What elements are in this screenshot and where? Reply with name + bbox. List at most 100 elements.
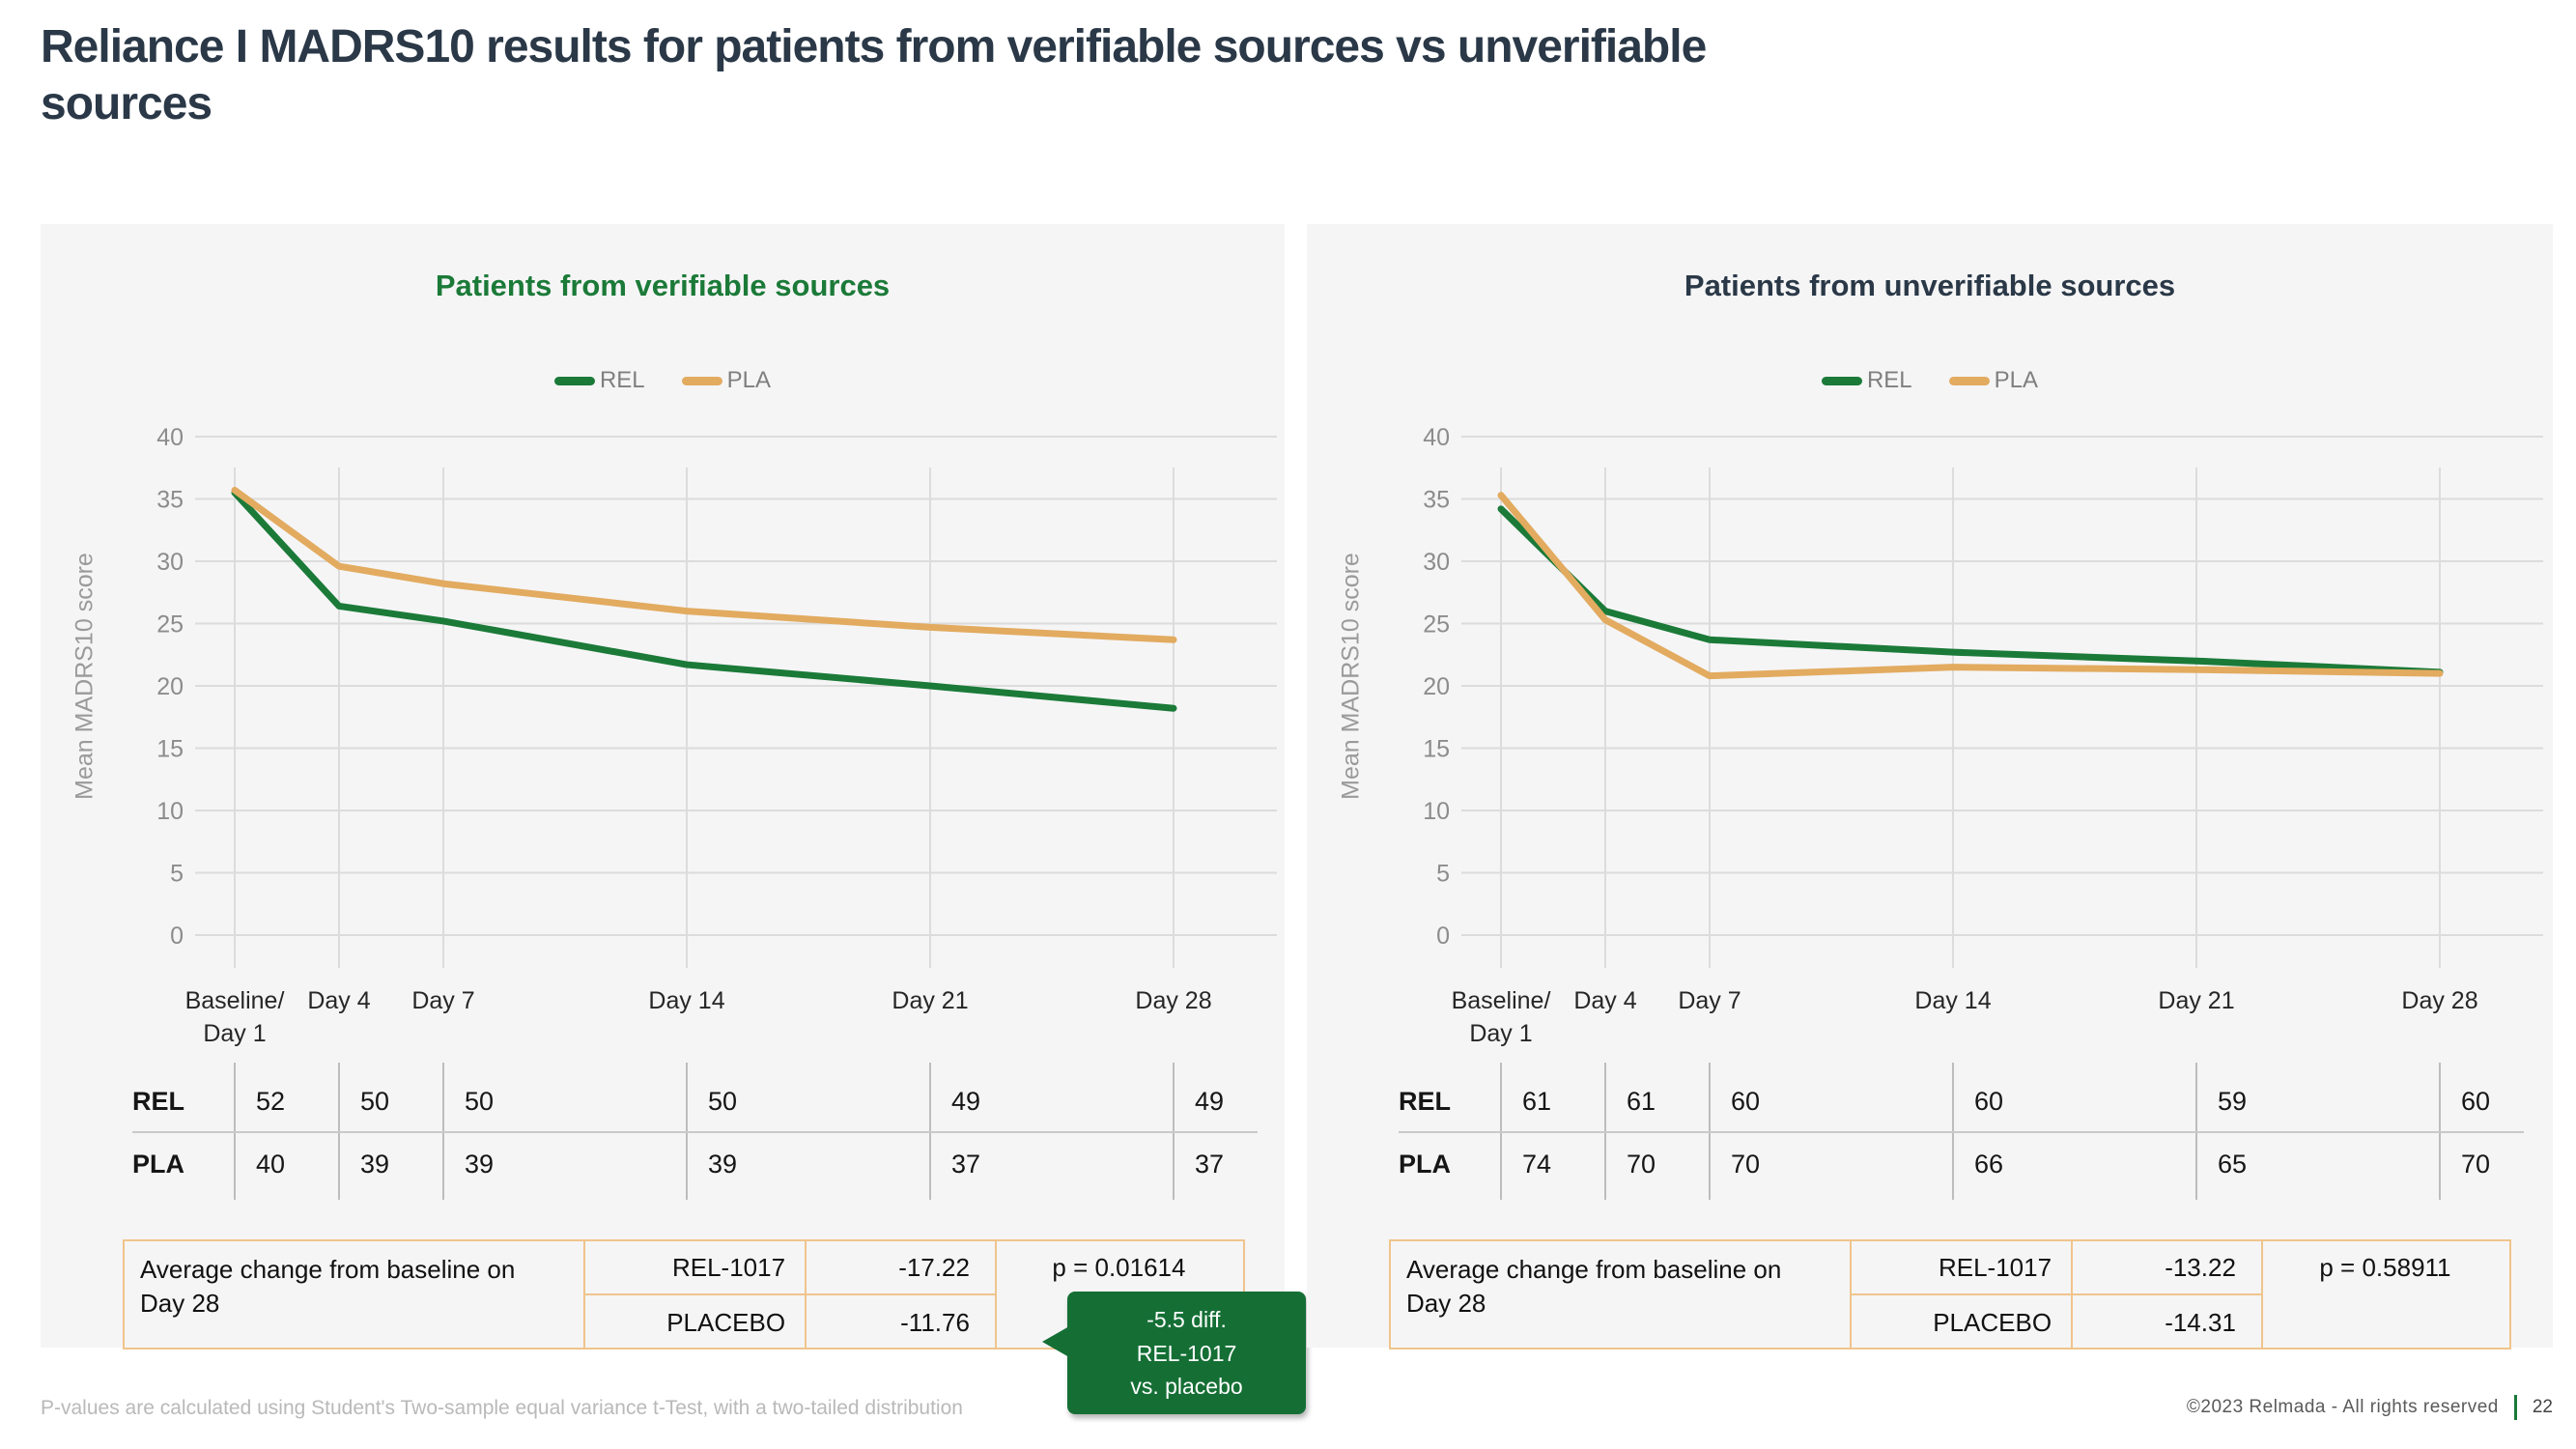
n-table-value: 39 — [360, 1150, 390, 1179]
legend-swatch-pla — [681, 376, 722, 385]
n-table-value: 61 — [1522, 1087, 1552, 1116]
x-tick-label: Day 14 — [648, 987, 724, 1014]
n-table-value: 60 — [1974, 1087, 2004, 1116]
y-tick-label: 25 — [1423, 611, 1450, 639]
y-tick-label: 40 — [1423, 424, 1450, 451]
y-tick-label: 30 — [156, 549, 184, 576]
n-table-row-label: REL — [132, 1087, 184, 1116]
y-tick-label: 10 — [1423, 798, 1450, 825]
summary-arm-1: REL-1017 — [1938, 1253, 2052, 1282]
summary-table: Average change from baseline on Day 28 R… — [1389, 1239, 2511, 1350]
table-divider — [1849, 1293, 2261, 1295]
legend-label-rel: REL — [599, 367, 645, 393]
summary-value-1: -13.22 — [2165, 1253, 2236, 1282]
x-tick-label: Baseline/ — [185, 987, 285, 1014]
x-tick-label: Day 4 — [307, 987, 370, 1014]
summary-arm-2: PLACEBO — [666, 1308, 786, 1337]
x-tick-label: Day 4 — [1573, 987, 1636, 1014]
page-number: 22 — [2532, 1397, 2553, 1417]
y-tick-label: 5 — [170, 861, 184, 888]
n-table-value: 39 — [465, 1150, 495, 1179]
n-table-value: 50 — [465, 1087, 495, 1116]
y-tick-label: 35 — [156, 487, 184, 514]
series-line-pla — [1497, 492, 2444, 680]
y-tick-label: 15 — [156, 736, 184, 763]
n-table-value: 49 — [951, 1087, 981, 1116]
line-chart-verifiable: 40 35 30 25 20 15 10 5 0 Baseline/Day 1 Day 4 Day 7… — [156, 424, 1277, 1047]
x-tick-label: Day 1 — [203, 1020, 266, 1047]
n-table-value: 60 — [1731, 1087, 1761, 1116]
x-tick-label: Baseline/ — [1452, 987, 1551, 1014]
series-line-rel — [1497, 505, 2444, 676]
table-divider — [2260, 1241, 2263, 1348]
n-table-value: 39 — [708, 1150, 738, 1179]
n-table-value: 70 — [1627, 1150, 1656, 1179]
y-tick-label: 40 — [156, 424, 184, 451]
legend-label-pla: PLA — [1994, 367, 2039, 393]
x-tick-label: Day 1 — [1469, 1020, 1532, 1047]
legend-swatch-rel — [1821, 376, 1862, 385]
footer: ©2023 Relmada - All rights reserved 22 — [2187, 1395, 2553, 1420]
y-tick-label: 0 — [1436, 923, 1450, 950]
panel-verifiable: Patients from verifiable sources REL PLA… — [41, 224, 1306, 1414]
n-table-value: 40 — [256, 1150, 286, 1179]
callout-line: REL-1017 — [1136, 1340, 1237, 1366]
x-tick-label: Day 21 — [2158, 987, 2234, 1014]
table-divider — [1399, 1131, 2524, 1133]
chart-legend: REL PLA — [1307, 367, 2553, 394]
difference-callout: -5.5 diff. REL-1017 vs. placebo — [1042, 1292, 1306, 1414]
callout-line: -5.5 diff. — [1146, 1307, 1227, 1332]
copyright: ©2023 Relmada - All rights reserved — [2186, 1397, 2499, 1417]
x-tick-label: Day 7 — [1678, 987, 1741, 1014]
summary-label: Average change from baseline on Day 28 — [140, 1255, 516, 1319]
summary-value-2: -11.76 — [900, 1308, 970, 1337]
x-tick-label: Day 28 — [1135, 987, 1211, 1014]
legend-swatch-rel — [553, 376, 595, 385]
table-divider — [994, 1241, 997, 1348]
table-divider — [132, 1131, 1258, 1133]
summary-arm-2: PLACEBO — [1933, 1308, 2052, 1337]
legend-label-rel: REL — [1866, 367, 1912, 393]
y-tick-label: 15 — [1423, 736, 1450, 763]
summary-arm-1: REL-1017 — [671, 1253, 786, 1282]
y-tick-label: 0 — [170, 923, 184, 950]
n-table-value: 65 — [2218, 1150, 2248, 1179]
table-divider — [582, 1293, 995, 1295]
y-tick-label: 10 — [156, 798, 184, 825]
n-table-value: 70 — [2461, 1150, 2491, 1179]
n-table-value: 50 — [708, 1087, 738, 1116]
n-table-value: 52 — [256, 1087, 286, 1116]
line-chart-unverifiable: 40 35 30 25 20 15 10 5 0 Baseline/Day 1 Day 4 Day 7… — [1423, 424, 2543, 1047]
n-table-row-label: PLA — [1399, 1150, 1451, 1179]
chart-legend: REL PLA — [41, 367, 1285, 394]
page-title: Reliance I MADRS10 results for patients … — [41, 21, 1707, 129]
n-table-row-label: PLA — [132, 1150, 184, 1179]
n-table-value: 70 — [1731, 1150, 1761, 1179]
callout-line: vs. placebo — [1130, 1374, 1243, 1399]
n-table-value: 49 — [1195, 1087, 1225, 1116]
n-table-value: 37 — [951, 1150, 981, 1179]
summary-value-1: -17.22 — [898, 1253, 970, 1282]
n-table-value: 59 — [2218, 1087, 2248, 1116]
summary-p-value: p = 0.58911 — [2319, 1253, 2451, 1282]
legend-swatch-pla — [1948, 376, 1990, 385]
y-tick-label: 5 — [1436, 861, 1450, 888]
footnote: P-values are calculated using Student's … — [41, 1397, 963, 1419]
x-tick-label: Day 28 — [2401, 987, 2477, 1014]
callout-arrow — [1042, 1326, 1069, 1357]
summary-p-value: p = 0.01614 — [1052, 1253, 1186, 1282]
summary-value-2: -14.31 — [2165, 1308, 2236, 1337]
panel-unverifiable: Patients from unverifiable sources REL P… — [1307, 224, 2553, 1350]
y-tick-label: 30 — [1423, 549, 1450, 576]
chart-title-unverifiable: Patients from unverifiable sources — [1684, 269, 2176, 302]
n-table-value: 60 — [2461, 1087, 2491, 1116]
series-line-rel — [231, 489, 1177, 712]
chart-title-verifiable: Patients from verifiable sources — [435, 269, 891, 302]
y-tick-label: 35 — [1423, 487, 1450, 514]
n-table-value: 37 — [1195, 1150, 1225, 1179]
n-table-value: 74 — [1522, 1150, 1552, 1179]
n-table: REL 52 50 50 50 49 49 PLA 40 39 39 39 37 37 — [41, 1053, 1285, 1208]
y-tick-label: 20 — [156, 673, 184, 700]
x-tick-label: Day 7 — [411, 987, 474, 1014]
